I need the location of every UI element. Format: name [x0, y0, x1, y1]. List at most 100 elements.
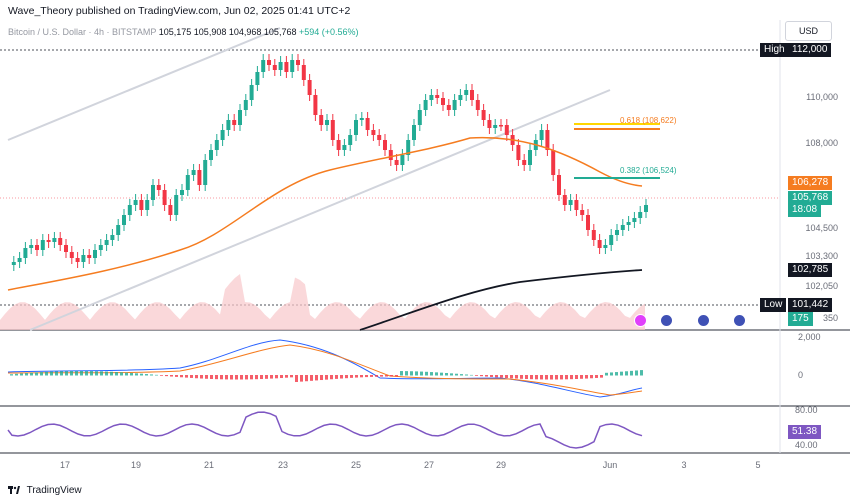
candle-body [354, 120, 358, 135]
macd-histogram-bar [275, 375, 278, 379]
candle-body [412, 125, 416, 140]
candle-body [220, 130, 225, 140]
macd-histogram-bar [305, 375, 308, 382]
macd-histogram-bar [400, 371, 403, 376]
candle-body [516, 145, 521, 160]
candle-body [127, 205, 132, 215]
candle-body [383, 140, 387, 150]
candle-body [23, 248, 28, 258]
candle-body [377, 135, 382, 140]
macd-histogram-bar [630, 370, 633, 376]
time-tick: 21 [204, 460, 214, 470]
candle-body [40, 240, 45, 250]
currency-button[interactable]: USD [785, 21, 832, 41]
macd-histogram-bar [225, 375, 228, 380]
rsi-tick: 80.00 [795, 405, 818, 415]
macd-histogram-bar [450, 373, 453, 376]
macd-histogram-bar [240, 375, 243, 380]
macd-histogram-bar [145, 374, 148, 376]
candle-body [226, 120, 231, 130]
candle-body [417, 110, 422, 125]
us-flag-icon[interactable] [697, 314, 710, 327]
macd-histogram-bar [15, 373, 18, 376]
candle-body [464, 90, 469, 95]
macd-histogram-bar [205, 375, 208, 379]
candle-body [638, 212, 643, 218]
countdown-tag: 18:08 [788, 203, 822, 217]
candle-body [551, 150, 556, 175]
candle-body [423, 100, 428, 110]
time-tick: 3 [681, 460, 686, 470]
macd-histogram-bar [265, 375, 268, 379]
macd-histogram-bar [260, 375, 263, 380]
macd-histogram-bar [585, 375, 588, 379]
candle-body [481, 110, 486, 120]
macd-histogram-bar [465, 374, 468, 376]
macd-histogram-bar [640, 370, 643, 376]
macd-histogram-bar [590, 375, 593, 379]
macd-histogram-bar [390, 375, 393, 377]
macd-histogram-bar [325, 375, 328, 380]
macd-histogram-bar [545, 375, 548, 380]
macd-histogram-bar [410, 371, 413, 376]
event-flag-icon[interactable] [634, 314, 647, 327]
candle-body [35, 245, 39, 250]
macd-histogram-bar [110, 371, 113, 376]
symbol-label: Bitcoin / U.S. Dollar · 4h · BITSTAMP [8, 27, 157, 37]
macd-histogram-bar [595, 375, 598, 378]
macd-histogram-bar [550, 375, 553, 380]
macd-histogram-bar [395, 375, 398, 377]
candle-body [261, 60, 266, 72]
macd-histogram-bar [615, 372, 618, 376]
candle-body [174, 195, 179, 215]
candle-body [284, 62, 289, 72]
candle-body [336, 140, 341, 150]
macd-histogram-bar [345, 375, 348, 379]
candle-body [458, 95, 463, 100]
candle-body [133, 200, 138, 205]
macd-histogram-bar [255, 375, 258, 380]
macd-histogram-bar [415, 371, 418, 376]
us-flag-icon[interactable] [660, 314, 673, 327]
us-flag-icon[interactable] [733, 314, 746, 327]
candle-body [574, 200, 579, 210]
macd-histogram-bar [200, 375, 203, 379]
macd-histogram-bar [535, 375, 538, 380]
macd-histogram-bar [150, 374, 153, 376]
sma-tag: 102,785 [788, 263, 833, 277]
candle-body [307, 80, 312, 95]
macd-histogram-bar [190, 375, 193, 378]
candle-body [272, 65, 277, 70]
rsi-tag: 51.38 [788, 425, 822, 439]
candle-body [64, 245, 68, 252]
macd-histogram-bar [170, 375, 173, 377]
macd-histogram-bar [540, 375, 543, 380]
macd-histogram-bar [570, 375, 573, 380]
macd-histogram-bar [505, 375, 508, 379]
candle-body [348, 135, 353, 145]
candle-body [267, 60, 271, 65]
signal-line [7, 344, 643, 396]
candle-body [504, 125, 509, 135]
candle-body [319, 115, 324, 125]
macd-tick: 2,000 [798, 332, 821, 342]
candle-body [568, 200, 573, 205]
macd-histogram-bar [280, 375, 283, 379]
candle-body [238, 110, 242, 125]
candle-body [122, 215, 126, 225]
candle-body [528, 150, 532, 165]
candle-body [371, 130, 376, 135]
candle-body [278, 62, 283, 70]
candle-body [603, 245, 608, 248]
macd-histogram-bar [220, 375, 223, 380]
candle-body [493, 125, 498, 128]
macd-histogram-bar [85, 371, 88, 376]
macd-histogram-bar [290, 375, 293, 378]
macd-histogram-bar [75, 371, 78, 376]
candle-body [168, 205, 173, 215]
macd-histogram-bar [155, 374, 158, 376]
candle-body [185, 175, 190, 190]
macd-histogram-bar [185, 375, 188, 378]
macd-histogram-bar [65, 371, 68, 376]
